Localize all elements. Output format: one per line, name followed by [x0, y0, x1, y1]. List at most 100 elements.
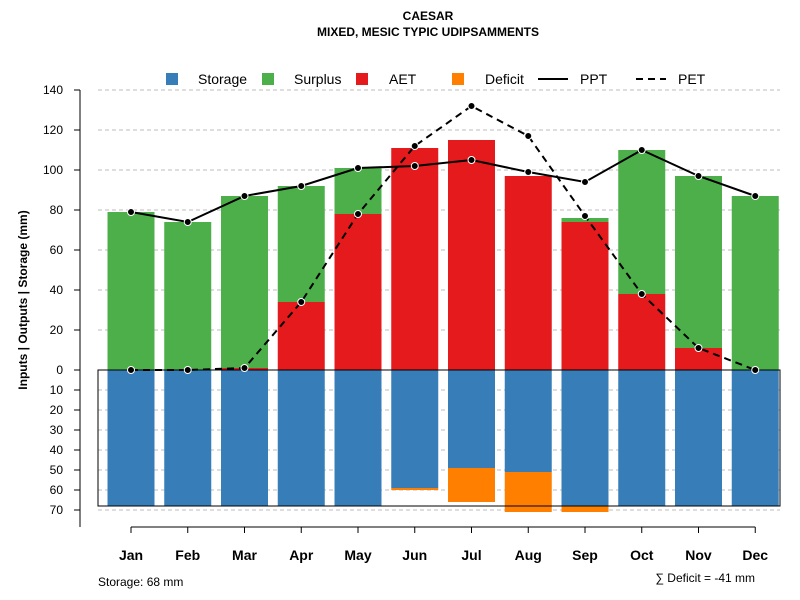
ppt-point [637, 146, 646, 154]
y-tick-label: 30 [50, 423, 64, 437]
pet-point [467, 102, 476, 110]
legend-label-surplus: Surplus [294, 71, 341, 87]
surplus-bar [618, 150, 666, 294]
pet-line [131, 104, 756, 371]
x-tick-label: Dec [742, 547, 768, 563]
y-tick-label: 60 [50, 483, 64, 497]
x-tick-label: May [344, 547, 371, 563]
storage-bar [221, 370, 268, 506]
x-tick-label: Apr [289, 547, 314, 563]
storage-bar [504, 370, 552, 472]
axes: 0 20 40 60 80 100 120 140 10 20 30 40 50 60 70 Jan Feb Ma… [43, 83, 768, 563]
ppt-line [130, 148, 756, 224]
legend-label-storage: Storage [198, 71, 247, 87]
legend-swatch-storage [166, 73, 178, 85]
chart-title: CAESAR [403, 9, 454, 23]
bars [97, 140, 781, 512]
pet-point [410, 142, 419, 150]
aet-bar [448, 140, 495, 370]
pet-point [354, 210, 362, 218]
pet-point [694, 344, 703, 352]
storage-bar [334, 370, 382, 506]
ppt-point [581, 178, 589, 186]
ppt-point [694, 172, 703, 180]
pet-point [127, 366, 135, 374]
deficit-bar [448, 468, 495, 502]
surplus-bar [334, 168, 382, 214]
surplus-bar [221, 196, 268, 368]
x-tick-label: Jun [402, 547, 427, 563]
pet-point [524, 132, 533, 140]
pet-point [637, 290, 646, 298]
aet-bar [334, 214, 382, 370]
legend-label-pet: PET [678, 71, 706, 87]
x-tick-label: Aug [515, 547, 542, 563]
ppt-point [297, 182, 306, 190]
x-tick-label: Oct [630, 547, 654, 563]
deficit-bar [391, 488, 439, 490]
aet-bar [675, 348, 722, 370]
aet-bar [391, 148, 439, 370]
x-tick-label: Feb [175, 547, 200, 563]
aet-bar [561, 222, 609, 370]
y-tick-label: 60 [50, 243, 64, 257]
legend-swatch-deficit [452, 73, 464, 85]
deficit-note: ∑ Deficit = -41 mm [655, 571, 755, 585]
ppt-point [410, 162, 419, 170]
y-tick-label: 0 [56, 363, 63, 377]
ppt-point [354, 164, 362, 172]
storage-bar [448, 370, 495, 468]
storage-bar [391, 370, 439, 488]
y-tick-label: 120 [43, 123, 63, 137]
aet-bar [618, 294, 666, 370]
x-tick-label: Mar [232, 547, 257, 563]
pet-point [183, 366, 192, 374]
surplus-bar [277, 186, 325, 302]
x-tick-label: Nov [685, 547, 712, 563]
storage-bar [675, 370, 722, 506]
ppt-point [751, 192, 760, 200]
ppt-point [183, 218, 192, 226]
surplus-bar [731, 196, 779, 370]
legend-swatch-surplus [262, 73, 274, 85]
y-tick-label: 50 [50, 463, 64, 477]
pet-point [297, 298, 306, 306]
surplus-bar [164, 222, 212, 370]
legend-label-deficit: Deficit [485, 71, 524, 87]
x-tick-label: Sep [572, 547, 598, 563]
y-tick-label: 70 [50, 503, 64, 517]
pet-point [240, 364, 249, 372]
chart-subtitle: MIXED, MESIC TYPIC UDIPSAMMENTS [317, 25, 539, 39]
storage-bar [731, 370, 779, 506]
legend-label-aet: AET [389, 71, 417, 87]
y-tick-label: 20 [50, 323, 64, 337]
surplus-bar [675, 176, 722, 348]
storage-bar [107, 370, 155, 506]
y-tick-label: 140 [43, 83, 63, 97]
y-tick-label: 40 [50, 443, 64, 457]
gridlines [98, 89, 780, 511]
y-tick-label: 10 [50, 383, 64, 397]
ppt-point [467, 156, 476, 164]
storage-note: Storage: 68 mm [98, 575, 183, 589]
series-lines [127, 102, 760, 374]
aet-bar [504, 176, 552, 370]
legend-swatch-aet [356, 73, 368, 85]
storage-bar [618, 370, 666, 506]
deficit-bar [561, 506, 609, 512]
y-axis-label: Inputs | Outputs | Storage (mm) [16, 210, 30, 389]
aet-bar [277, 302, 325, 370]
y-tick-label: 20 [50, 403, 64, 417]
deficit-bar [504, 472, 552, 512]
x-tick-label: Jan [119, 547, 143, 563]
storage-bar [164, 370, 212, 506]
legend: Storage Surplus AET Deficit PPT PET [166, 71, 706, 87]
y-tick-label: 40 [50, 283, 64, 297]
legend-label-ppt: PPT [580, 71, 608, 87]
y-tick-label: 100 [43, 163, 63, 177]
storage-bar [277, 370, 325, 506]
pet-point [581, 212, 589, 220]
surplus-bar [107, 212, 155, 370]
ppt-point [240, 192, 249, 200]
